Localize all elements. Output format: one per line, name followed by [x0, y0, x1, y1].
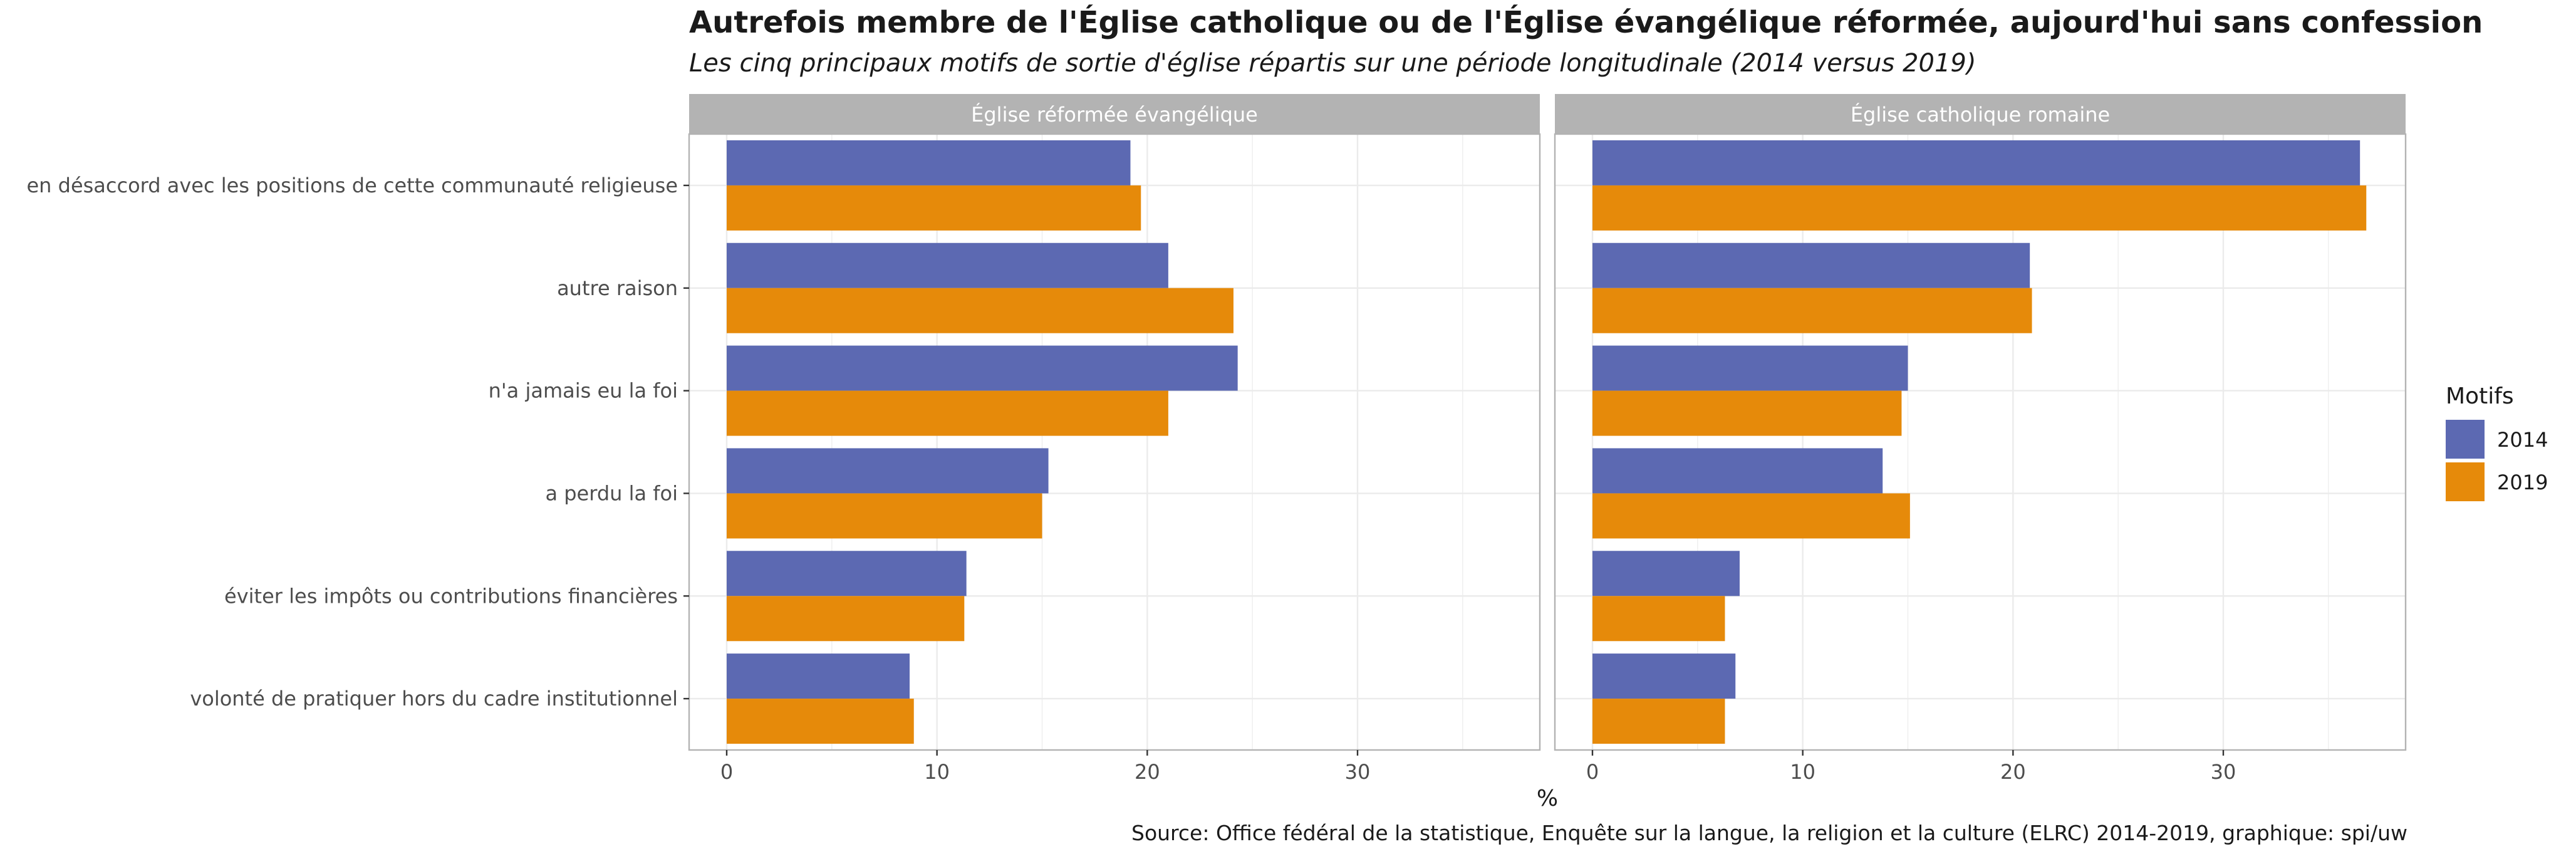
bar-2019-reformee: [727, 699, 914, 744]
bar-2014-catholique: [1592, 653, 1736, 699]
bar-2014-reformee: [727, 551, 967, 596]
bar-2019-reformee: [727, 493, 1042, 539]
bar-2014-reformee: [727, 242, 1168, 288]
bar-2019-catholique: [1592, 493, 1910, 539]
bar-2014-catholique: [1592, 551, 1740, 596]
panel-background: [1555, 134, 2406, 750]
bar-2014-reformee: [727, 345, 1238, 391]
facet-strip-label: Église catholique romaine: [1851, 103, 2110, 127]
bar-2014-catholique: [1592, 242, 2030, 288]
x-tick-label: 30: [1345, 760, 1371, 784]
bar-2019-catholique: [1592, 699, 1725, 744]
bar-2019-catholique: [1592, 185, 2367, 231]
x-tick-label: 10: [1790, 760, 1815, 784]
bar-2014-catholique: [1592, 448, 1883, 494]
x-tick-label: 0: [1586, 760, 1599, 784]
bar-2019-catholique: [1592, 390, 1902, 436]
chart-caption: Source: Office fédéral de la statistique…: [1131, 821, 2407, 845]
y-tick-label: n'a jamais eu la foi: [489, 379, 678, 403]
bar-2014-catholique: [1592, 140, 2360, 185]
legend-title: Motifs: [2446, 383, 2514, 409]
x-tick-label: 10: [924, 760, 950, 784]
panel-border: [688, 133, 1541, 751]
bar-2019-reformee: [727, 596, 965, 642]
y-tick-label: autre raison: [557, 276, 678, 300]
legend-label-2014: 2014: [2497, 428, 2548, 452]
x-tick-label: 30: [2211, 760, 2236, 784]
x-tick-label: 0: [720, 760, 733, 784]
chart-area: Église réformée évangélique 0 10 20 30 Église…: [26, 94, 2548, 811]
panel-background: [689, 134, 1540, 750]
bar-2014-catholique: [1592, 345, 1908, 391]
y-tick-label: a perdu la foi: [545, 481, 678, 505]
y-tick-label: en désaccord avec les positions de cette…: [26, 174, 678, 197]
panel-border: [1554, 133, 2407, 751]
bar-2014-reformee: [727, 448, 1049, 494]
bar-2014-reformee: [727, 140, 1131, 185]
x-tick-label: 20: [2000, 760, 2026, 784]
legend-label-2019: 2019: [2497, 471, 2548, 494]
bar-2019-catholique: [1592, 596, 1725, 642]
x-axis-title: %: [1537, 786, 1558, 811]
bar-2014-reformee: [727, 653, 910, 699]
legend-key-2014: [2446, 420, 2485, 459]
facet-strip: [689, 94, 1540, 134]
bar-2019-reformee: [727, 390, 1168, 436]
y-tick-label: volonté de pratiquer hors du cadre insti…: [190, 687, 678, 711]
chart-title: Autrefois membre de l'Église catholique …: [689, 5, 2483, 40]
bar-2019-reformee: [727, 185, 1141, 231]
chart-subtitle: Les cinq principaux motifs de sortie d'é…: [689, 49, 1976, 78]
bar-2019-reformee: [727, 288, 1233, 333]
facet-strip-label: Église réformée évangélique: [971, 103, 1258, 127]
legend-key-2019: [2446, 462, 2485, 501]
x-tick-label: 20: [1135, 760, 1160, 784]
y-tick-label: éviter les impôts ou contributions finan…: [224, 584, 678, 608]
bar-2019-catholique: [1592, 288, 2032, 333]
facet-strip: [1555, 94, 2406, 134]
